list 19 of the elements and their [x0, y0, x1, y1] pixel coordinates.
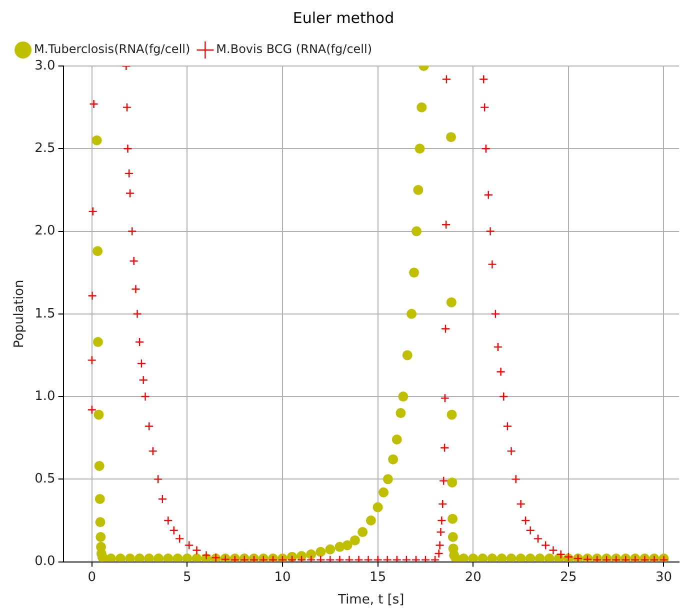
y-tick-label: 2.5: [34, 141, 56, 156]
legend-label: M.Bovis BCG (RNA(fg/cell): [216, 42, 372, 56]
x-tick-label: 20: [464, 570, 482, 585]
y-tick-label: 0.5: [34, 472, 56, 487]
x-tick-label: 10: [274, 570, 291, 585]
x-tick-label: 30: [655, 570, 672, 585]
y-axis-title: Population: [12, 280, 28, 348]
x-tick-label: 0: [88, 570, 96, 585]
y-tick-label: 1.5: [34, 306, 56, 322]
x-tick-label: 25: [560, 570, 577, 585]
legend-label: M.Tuberclosis(RNA(fg/cell): [34, 42, 190, 56]
y-tick-label: 1.0: [34, 388, 56, 404]
x-tick-label: 5: [183, 570, 192, 585]
chart-title: Euler method: [292, 8, 394, 27]
x-tick-label: 15: [370, 570, 386, 585]
y-tick-label: 2.0: [34, 224, 56, 239]
x-axis-title: Time, t [s]: [337, 592, 404, 608]
y-tick-label: 3.0: [34, 58, 56, 74]
y-tick-label: 0.0: [34, 554, 56, 570]
